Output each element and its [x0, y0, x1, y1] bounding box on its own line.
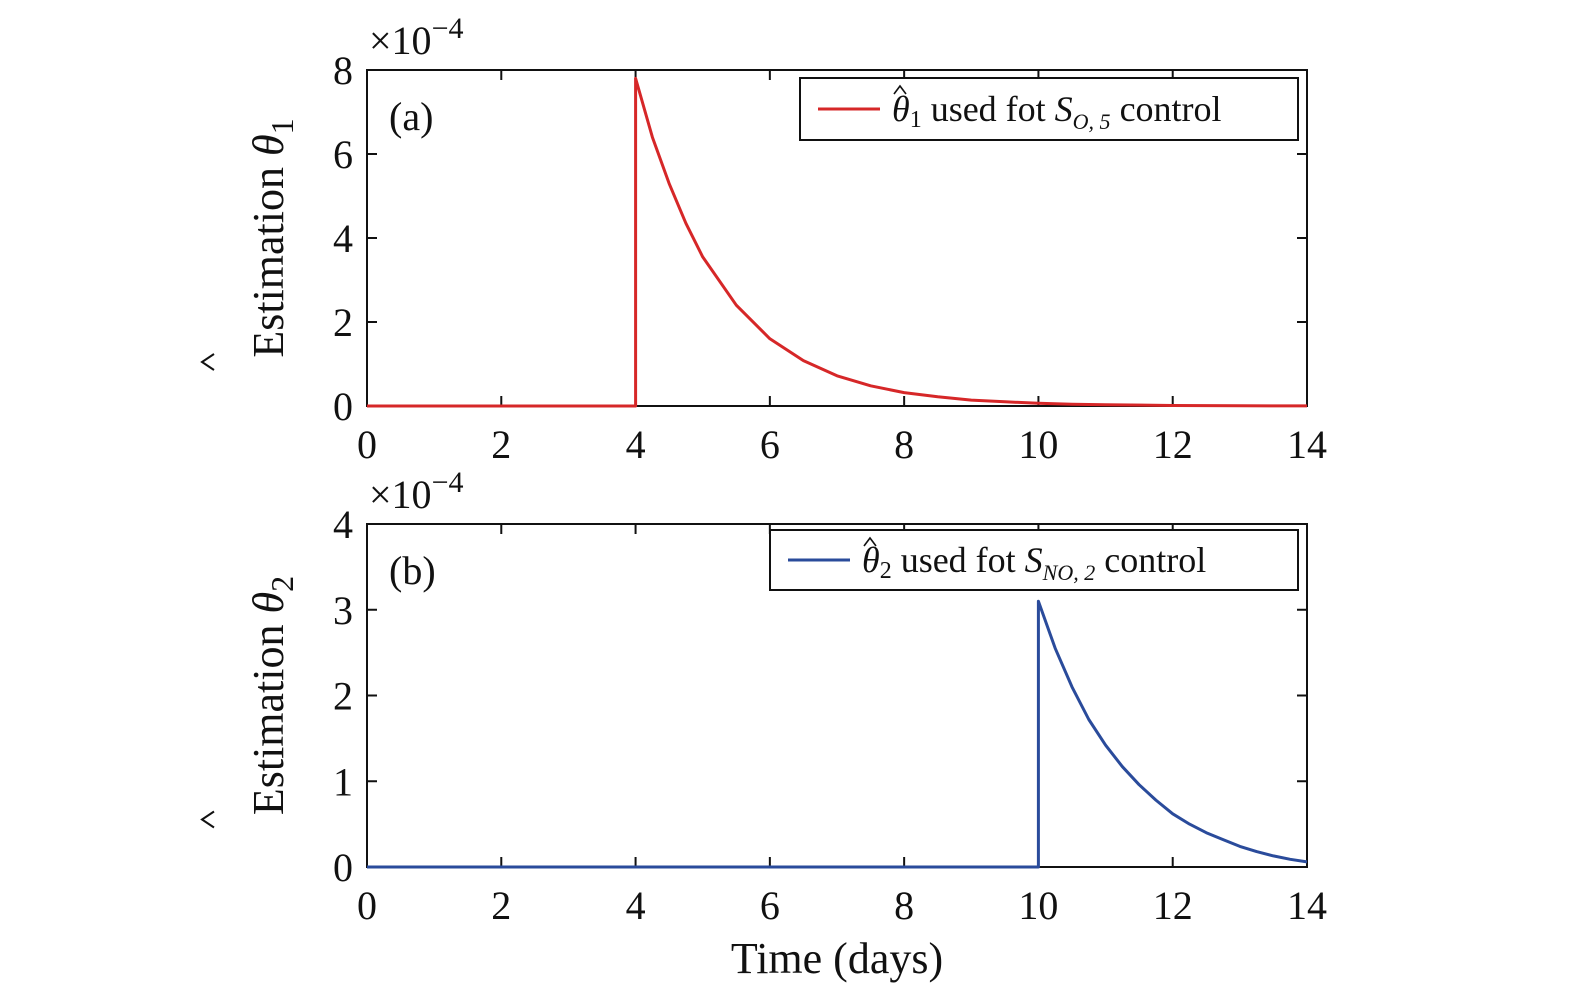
legend-symbol: θ — [862, 540, 880, 580]
panel-label: (b) — [389, 548, 436, 593]
y-tick-label: 3 — [333, 588, 353, 633]
y-axis-label-symbol: θ — [244, 592, 293, 614]
legend-variable: S — [1055, 89, 1073, 129]
x-tick-label: 8 — [894, 422, 914, 467]
series-line — [367, 599, 1308, 869]
x-tick-label: 8 — [894, 883, 914, 928]
x-tick-label: 14 — [1287, 422, 1327, 467]
y-axis-label-subscript: 2 — [264, 576, 300, 592]
y-axis-label-prefix: Estimation — [244, 156, 293, 358]
legend-variable-subscript: NO, 2 — [1042, 560, 1096, 585]
legend-symbol-subscript: 1 — [910, 107, 922, 133]
legend-text-middle: used fot — [922, 89, 1055, 129]
legend-box — [799, 77, 1299, 141]
y-axis-label-subscript: 1 — [264, 118, 300, 134]
legend-symbol-subscript: 2 — [880, 558, 892, 584]
legend-label: θ1 used fot SO, 5 control — [892, 89, 1222, 134]
legend: θ1 used fot SO, 5 control — [799, 77, 1299, 141]
x-tick-label: 2 — [491, 883, 511, 928]
series-line — [367, 76, 1308, 408]
y-tick-label: 8 — [333, 48, 353, 93]
scale-factor-base: ×10 — [369, 472, 432, 517]
x-tick-label: 12 — [1153, 883, 1193, 928]
x-tick-label: 6 — [760, 883, 780, 928]
legend-variable-subscript: O, 5 — [1073, 109, 1111, 134]
x-tick-label: 0 — [357, 422, 377, 467]
y-tick-label: 6 — [333, 132, 353, 177]
legend-symbol: θ — [892, 89, 910, 129]
y-tick-label: 0 — [333, 384, 353, 429]
y-axis-hat-accent — [200, 353, 215, 371]
y-axis-label-prefix: Estimation — [244, 613, 293, 815]
x-axis-label: Time (days) — [731, 934, 943, 983]
x-tick-label: 14 — [1287, 883, 1327, 928]
scale-factor-exponent: −4 — [432, 466, 464, 499]
y-axis-label-symbol: θ — [244, 134, 293, 156]
scale-factor-exponent: −4 — [432, 12, 464, 45]
y-tick-label: 4 — [333, 216, 353, 261]
y-tick-label: 1 — [333, 759, 353, 804]
legend-suffix: control — [1111, 89, 1222, 129]
legend: θ2 used fot SNO, 2 control — [769, 529, 1299, 591]
scale-factor-label: ×10−4 — [369, 466, 463, 517]
x-tick-label: 12 — [1153, 422, 1193, 467]
legend-box — [769, 529, 1299, 591]
scale-factor-label: ×10−4 — [369, 12, 463, 63]
x-tick-label: 2 — [491, 422, 511, 467]
legend-suffix: control — [1095, 540, 1206, 580]
y-tick-label: 4 — [333, 502, 353, 547]
x-tick-label: 0 — [357, 883, 377, 928]
legend-hat-accent — [893, 84, 907, 95]
legend-label: θ2 used fot SNO, 2 control — [862, 540, 1206, 585]
y-axis-label: Estimation θ2 — [244, 576, 300, 815]
x-tick-label: 10 — [1018, 422, 1058, 467]
legend-variable: S — [1025, 540, 1043, 580]
y-tick-label: 2 — [333, 300, 353, 345]
legend-text-middle: used fot — [892, 540, 1025, 580]
x-tick-label: 10 — [1018, 883, 1058, 928]
y-tick-label: 0 — [333, 845, 353, 890]
legend-hat-accent — [863, 536, 877, 547]
x-tick-label: 4 — [626, 883, 646, 928]
scale-factor-base: ×10 — [369, 18, 432, 63]
y-axis-label: Estimation θ1 — [244, 118, 300, 357]
y-tick-label: 2 — [333, 674, 353, 719]
y-axis-hat-accent — [200, 810, 215, 829]
panel-label: (a) — [389, 94, 433, 139]
x-tick-label: 6 — [760, 422, 780, 467]
x-tick-label: 4 — [626, 422, 646, 467]
